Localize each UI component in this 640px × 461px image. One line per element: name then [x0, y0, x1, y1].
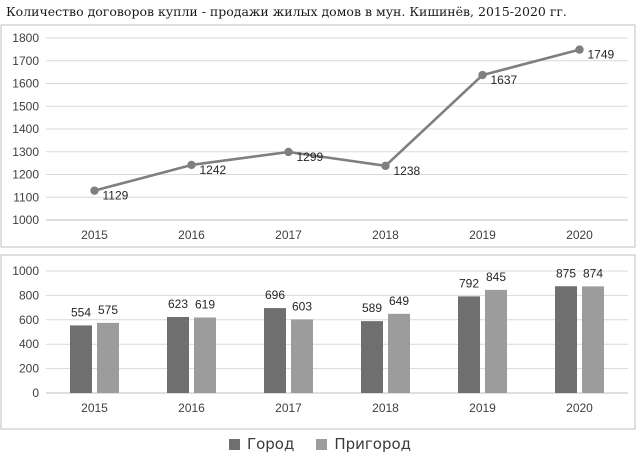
- bar-y-tick-label: 200: [19, 362, 39, 376]
- line-data-label: 1299: [297, 150, 324, 164]
- legend-swatch-gorod: [228, 438, 240, 450]
- bar-x-tick-label: 2017: [275, 401, 302, 415]
- bar-chart-legend: Город Пригород: [0, 432, 640, 456]
- bar-data-label: 696: [265, 288, 285, 302]
- line-point: [478, 70, 487, 80]
- bar-gorod: [264, 308, 286, 393]
- bar-chart-panel: 0 200 400 600 800 1000 2015 2016 2017 2018 2019 20…: [0, 254, 636, 430]
- bar-y-tick-label: 400: [19, 337, 39, 351]
- line-point: [187, 160, 196, 170]
- bar-x-tick-label: 2018: [372, 401, 399, 415]
- bar-data-label: 845: [486, 270, 506, 284]
- line-point: [381, 161, 390, 171]
- line-chart-frame: [0, 24, 636, 248]
- bar-gorod: [361, 321, 383, 393]
- bar-prigorod: [97, 322, 119, 393]
- bar-prigorod: [291, 319, 313, 393]
- bar-prigorod: [582, 286, 604, 393]
- bar-data-label: 603: [292, 299, 312, 313]
- bar-y-tick-label: 0: [32, 386, 39, 400]
- bar-data-label: 792: [459, 276, 479, 290]
- legend-swatch-prigorod: [316, 438, 328, 450]
- line-y-tick-label: 1600: [12, 77, 39, 91]
- line-data-label: 1238: [394, 164, 421, 178]
- bar-prigorod: [485, 289, 507, 393]
- line-point: [284, 147, 293, 157]
- line-data-label: 1242: [200, 163, 227, 177]
- bar-x-tick-label: 2019: [469, 401, 496, 415]
- bar-data-label: 623: [168, 297, 188, 311]
- line-y-tick-label: 1500: [12, 99, 39, 113]
- line-x-tick-label: 2015: [81, 228, 108, 242]
- line-y-tick-label: 1700: [12, 54, 39, 68]
- bar-y-tick-label: 800: [19, 288, 39, 302]
- line-chart-panel: 1000 1100 1200 1300 1400 1500 1600 1700 1800 201…: [0, 24, 636, 248]
- line-data-label: 1129: [103, 189, 129, 203]
- line-y-tick-label: 1400: [12, 122, 39, 136]
- bar-chart-frame: [0, 254, 636, 430]
- bar-x-tick-label: 2016: [178, 401, 205, 415]
- legend-item-prigorod: Пригород: [316, 435, 411, 453]
- line-data-label: 1637: [491, 73, 518, 87]
- bar-y-tick-label: 600: [19, 313, 39, 327]
- bar-data-label: 554: [71, 305, 91, 319]
- chart-title: Количество договоров купли - продажи жил…: [6, 4, 567, 19]
- bar-x-tick-label: 2015: [81, 401, 108, 415]
- bar-gorod: [458, 296, 480, 393]
- bar-data-label: 619: [195, 297, 215, 311]
- legend-item-gorod: Город: [228, 435, 295, 453]
- line-data-label: 1749: [588, 48, 615, 62]
- bar-x-tick-label: 2020: [566, 401, 593, 415]
- bar-data-label: 649: [389, 294, 409, 308]
- line-y-tick-label: 1800: [12, 31, 39, 45]
- bar-gorod: [167, 316, 189, 393]
- bar-gorod: [70, 325, 92, 393]
- line-x-tick-label: 2019: [469, 228, 496, 242]
- line-x-tick-label: 2017: [275, 228, 302, 242]
- line-x-tick-label: 2018: [372, 228, 399, 242]
- line-y-tick-label: 1300: [12, 145, 39, 159]
- bar-prigorod: [194, 317, 216, 393]
- line-x-tick-label: 2020: [566, 228, 593, 242]
- line-y-tick-label: 1200: [12, 168, 39, 182]
- bar-data-label: 575: [98, 303, 118, 317]
- bar-data-label: 875: [556, 266, 576, 280]
- legend-label-prigorod: Пригород: [334, 435, 412, 453]
- bar-y-tick-label: 1000: [12, 264, 39, 278]
- line-y-tick-label: 1100: [13, 190, 39, 204]
- line-series-path: [94, 48, 580, 192]
- line-point: [575, 45, 584, 54]
- bar-data-label: 589: [362, 301, 382, 315]
- bar-prigorod: [388, 313, 410, 393]
- line-y-tick-label: 1000: [12, 213, 39, 227]
- bar-data-label: 874: [583, 266, 603, 280]
- line-x-tick-label: 2016: [178, 228, 205, 242]
- bar-gorod: [555, 286, 577, 393]
- legend-label-gorod: Город: [246, 435, 295, 453]
- line-point: [90, 186, 99, 195]
